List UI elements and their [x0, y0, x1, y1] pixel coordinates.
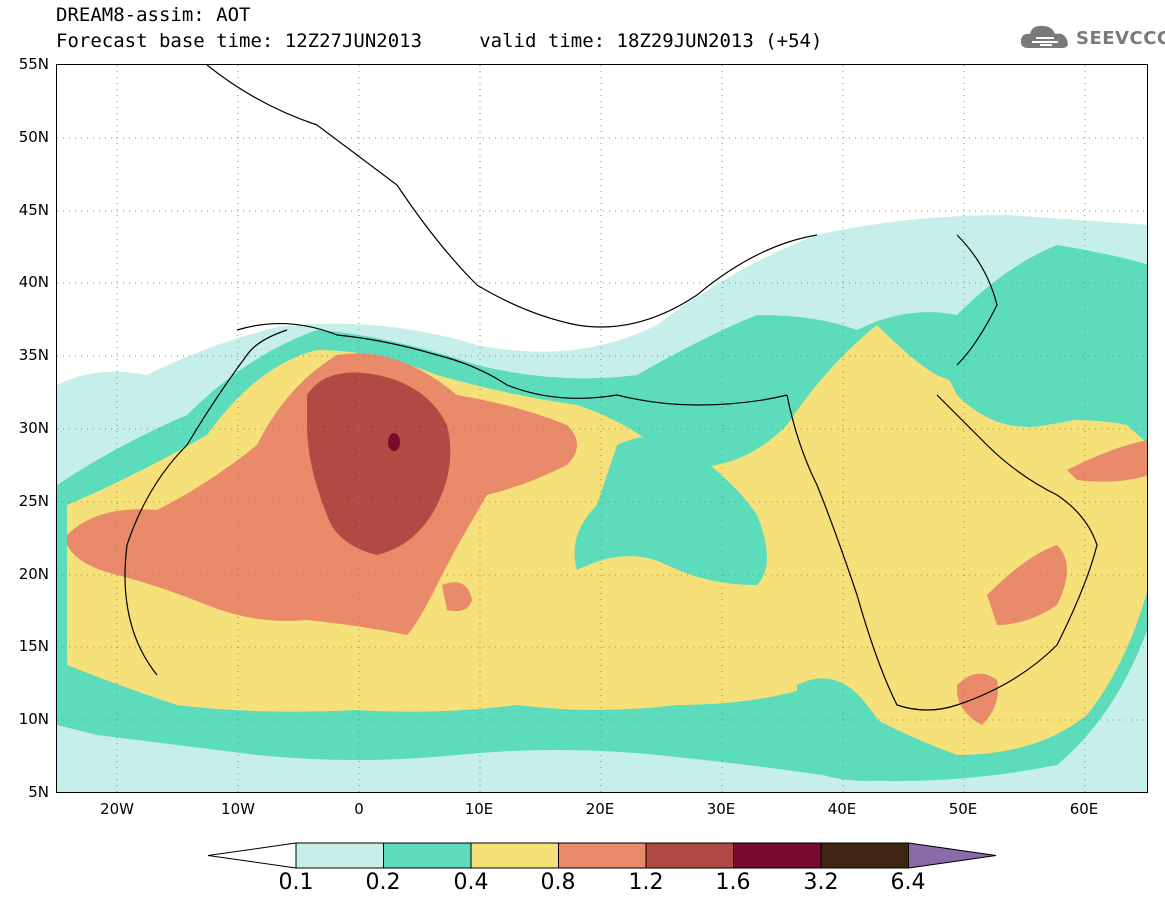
colorbar-label: 1.6	[715, 870, 751, 895]
lon-label: 10W	[221, 800, 255, 818]
aot-contour-0.2-patch	[937, 337, 1147, 427]
colorbar-segment	[295, 842, 384, 869]
brand-name: SEEVCCC	[1076, 27, 1165, 49]
aot-contour-0.2-patch	[797, 678, 894, 781]
lat-label: 5N	[28, 783, 49, 801]
lat-label: 35N	[18, 346, 49, 364]
graticule	[57, 65, 1147, 792]
colorbar-label: 3.2	[803, 870, 839, 895]
aot-contour-0.2-patch	[574, 437, 767, 585]
aot-contour-0.8-patch	[1067, 440, 1147, 482]
lat-label: 40N	[18, 273, 49, 291]
colorbar-high-arrow	[908, 842, 997, 869]
lon-label: 60E	[1069, 800, 1099, 818]
aot-contour-0.8-patch	[957, 673, 998, 725]
lat-label: 25N	[18, 492, 49, 510]
colorbar-label: 6.4	[890, 870, 926, 895]
lat-label: 30N	[18, 419, 49, 437]
colorbar-segment	[645, 842, 734, 869]
map-title: DREAM8-assim: AOT	[56, 4, 251, 26]
aot-contour-0.8-patch	[442, 582, 472, 612]
lon-label: 0	[354, 800, 364, 818]
colorbar-label: 0.8	[540, 870, 576, 895]
lat-label: 50N	[18, 128, 49, 146]
lat-label: 45N	[18, 201, 49, 219]
colorbar-label: 0.1	[278, 870, 314, 895]
colorbar-label: 1.2	[628, 870, 664, 895]
aot-contour-1.6	[388, 433, 400, 451]
lon-label: 50E	[948, 800, 978, 818]
colorbar-segment	[383, 842, 472, 869]
colorbar-label: 0.4	[453, 870, 489, 895]
colorbar-segment	[733, 842, 822, 869]
coastlines	[124, 65, 1098, 711]
colorbar-segment	[820, 842, 909, 869]
lat-label: 10N	[18, 710, 49, 728]
colorbar-low-arrow	[207, 842, 297, 869]
aot-contour-1.2	[307, 372, 451, 555]
lon-label: 20W	[100, 800, 134, 818]
colorbar-label: 0.2	[365, 870, 401, 895]
lat-label: 20N	[18, 565, 49, 583]
colorbar-segment	[470, 842, 559, 869]
aot-contour-0.8-patch	[987, 545, 1067, 625]
map-panel	[56, 64, 1148, 793]
lat-label: 15N	[18, 637, 49, 655]
lon-label: 10E	[464, 800, 494, 818]
forecast-times: Forecast base time: 12Z27JUN2013 valid t…	[56, 30, 823, 52]
lon-label: 20E	[585, 800, 615, 818]
lon-label: 40E	[827, 800, 857, 818]
brand-logo: SEEVCCC	[1018, 22, 1165, 54]
colorbar-segment	[558, 842, 647, 869]
aot-map	[57, 65, 1147, 792]
lat-label: 55N	[18, 55, 49, 73]
cloud-logo-icon	[1020, 25, 1068, 48]
lon-label: 30E	[706, 800, 736, 818]
